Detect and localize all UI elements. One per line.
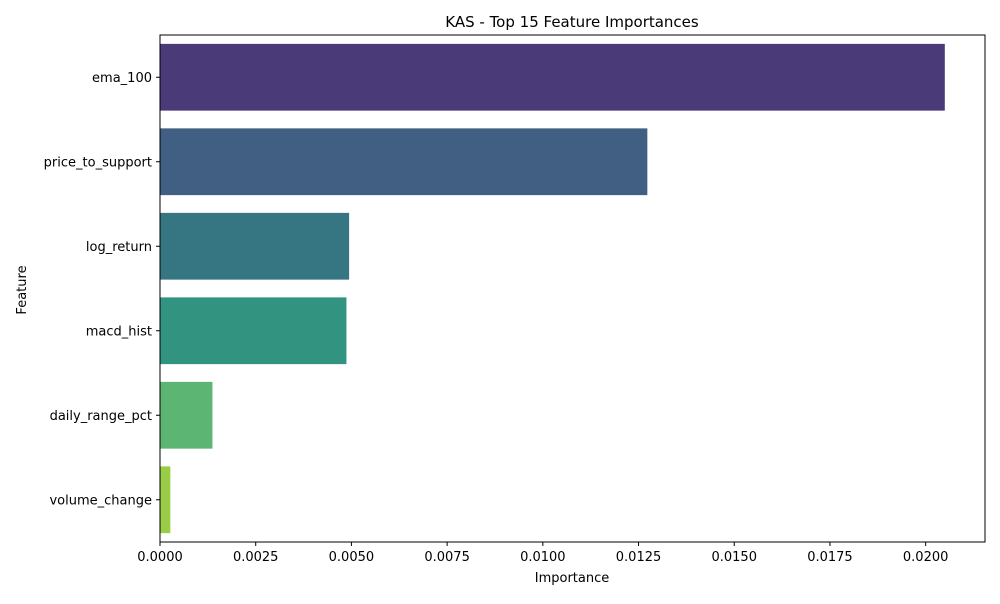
- bar-volume_change: [160, 466, 171, 534]
- y-axis-label: Feature: [15, 265, 30, 314]
- bar-log_return: [160, 212, 350, 280]
- axes-frame: [159, 34, 986, 543]
- x-tick-label: 0.0125: [616, 550, 662, 565]
- y-tick-label: ema_100: [92, 71, 152, 86]
- y-tick-label: price_to_support: [44, 155, 152, 170]
- x-axis-label: Importance: [535, 571, 610, 586]
- bar-macd_hist: [160, 297, 347, 365]
- x-tick-label: 0.0000: [137, 550, 183, 565]
- chart-title: KAS - Top 15 Feature Importances: [445, 13, 699, 31]
- x-tick-label: 0.0050: [329, 550, 375, 565]
- bars-group: [160, 43, 945, 534]
- y-tick-label: daily_range_pct: [50, 409, 152, 424]
- y-tick-label: log_return: [86, 240, 152, 255]
- bar-ema_100: [160, 43, 945, 111]
- x-tick-label: 0.0200: [903, 550, 949, 565]
- plot-frame: [159, 34, 986, 543]
- x-axis-ticks: 0.0000 0.0025 0.0050 0.0075 0.0100 0.0125 0.01…: [137, 542, 948, 565]
- x-tick-label: 0.0100: [520, 550, 566, 565]
- x-tick-label: 0.0175: [807, 550, 853, 565]
- y-tick-label: macd_hist: [86, 324, 152, 339]
- bar-daily_range_pct: [160, 381, 213, 449]
- y-axis-ticks: ema_100 price_to_support log_return macd_hi…: [44, 71, 160, 508]
- x-tick-label: 0.0025: [233, 550, 279, 565]
- x-tick-label: 0.0150: [711, 550, 757, 565]
- x-tick-label: 0.0075: [424, 550, 470, 565]
- y-tick-label: volume_change: [49, 493, 152, 508]
- bar-price_to_support: [160, 128, 648, 196]
